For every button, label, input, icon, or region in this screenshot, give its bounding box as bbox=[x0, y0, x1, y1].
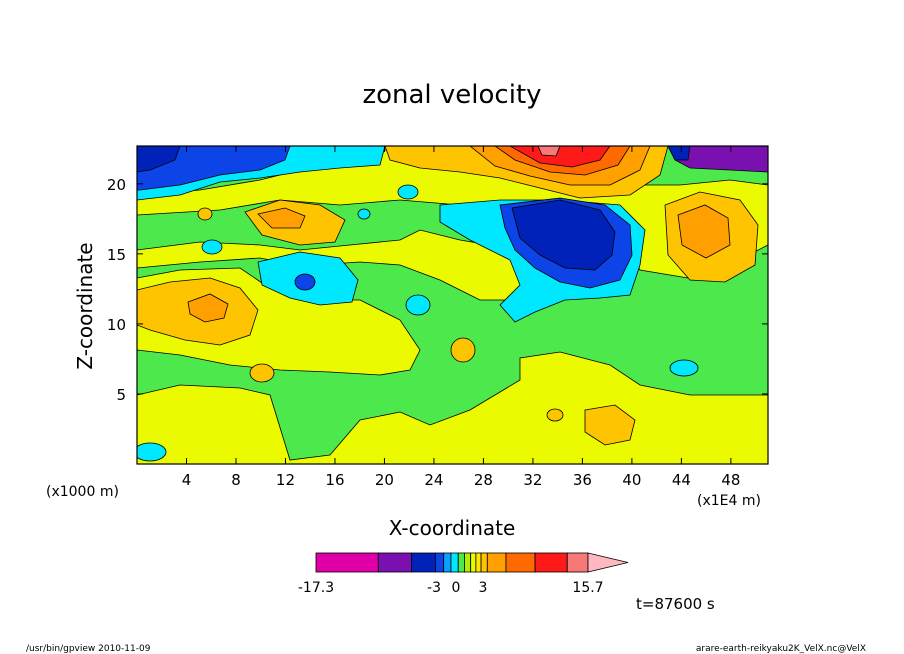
x-tick-label: 8 bbox=[231, 471, 241, 489]
colorbar-segment bbox=[377, 552, 412, 573]
contour-cyan-spot-1 bbox=[201, 239, 223, 255]
x-tick-label: 32 bbox=[523, 471, 542, 489]
y-tick-label: 20 bbox=[107, 176, 126, 194]
contour-navy-upper-left bbox=[137, 146, 181, 173]
x-axis-label: X-coordinate bbox=[389, 516, 516, 540]
colorbar-segment bbox=[505, 552, 536, 573]
contour-field bbox=[137, 146, 768, 464]
colorbar-segment bbox=[457, 552, 465, 573]
contour-cyan-spot-5 bbox=[669, 359, 699, 377]
colorbar-label: 0 bbox=[452, 580, 461, 596]
contour-orange-right-inner bbox=[677, 204, 731, 259]
colorbar-segment bbox=[534, 552, 568, 573]
y-tick-label: 5 bbox=[116, 386, 126, 404]
contour-top-red bbox=[509, 146, 611, 168]
colorbar-extend-arrow bbox=[587, 552, 629, 573]
colorbar-label: -3 bbox=[427, 580, 441, 596]
contour-top-pink bbox=[537, 146, 561, 157]
colorbar-label: -17.3 bbox=[298, 580, 334, 596]
y-tick-label: 15 bbox=[107, 246, 126, 264]
colorbar-segment bbox=[443, 552, 452, 573]
x-tick-label: 36 bbox=[573, 471, 592, 489]
colorbar-segment bbox=[470, 552, 477, 573]
colorbar-label: 15.7 bbox=[572, 580, 603, 596]
contour-cyan-spot-2 bbox=[397, 184, 419, 200]
y-axis-label: Z-coordinate bbox=[73, 242, 97, 369]
x-tick-label: 16 bbox=[325, 471, 344, 489]
y-axis: 5 10 15 20 bbox=[107, 176, 768, 404]
footer-left: /usr/bin/gpview 2010-11-09 bbox=[26, 644, 151, 654]
chart-title: zonal velocity bbox=[362, 80, 541, 110]
x-tick-label: 48 bbox=[721, 471, 740, 489]
x-tick-label: 44 bbox=[672, 471, 691, 489]
colorbar-segment bbox=[450, 552, 459, 573]
x-tick-label: 24 bbox=[424, 471, 443, 489]
contour-blue-top-right bbox=[667, 146, 691, 161]
contour-cyan-spot-3 bbox=[357, 208, 371, 220]
colorbar-segment bbox=[434, 552, 445, 573]
contour-navy-right bbox=[511, 199, 616, 271]
colorbar-segment bbox=[486, 552, 507, 573]
x-unit-right: (x1E4 m) bbox=[697, 493, 761, 509]
contour-orange-dot bbox=[197, 207, 213, 221]
colorbar-labels: -17.3 -3 0 3 15.7 bbox=[298, 580, 604, 596]
colorbar-segment bbox=[475, 552, 482, 573]
x-tick-label: 28 bbox=[474, 471, 493, 489]
contour-orange-dot-3 bbox=[450, 337, 476, 363]
contour-cyan-spot-4 bbox=[405, 294, 431, 316]
plot-frame bbox=[136, 145, 769, 465]
colorbar bbox=[315, 552, 629, 573]
time-label: t=87600 s bbox=[636, 595, 715, 613]
contour-orange-upper-left-inner bbox=[257, 207, 306, 229]
colorbar-segment bbox=[480, 552, 488, 573]
y-tick-label: 10 bbox=[107, 316, 126, 334]
contour-orange-dot-4 bbox=[546, 408, 564, 422]
contour-orange-bottom bbox=[584, 404, 636, 446]
x-tick-label: 12 bbox=[276, 471, 295, 489]
x-axis: 4 8 12 16 20 24 28 32 36 40 44 48 bbox=[182, 146, 740, 489]
colorbar-segment bbox=[566, 552, 589, 573]
colorbar-segment bbox=[315, 552, 379, 573]
x-tick-label: 40 bbox=[622, 471, 641, 489]
colorbar-segment bbox=[411, 552, 436, 573]
x-unit-left: (x1000 m) bbox=[46, 484, 119, 500]
footer-right: arare-earth-reikyaku2K_VelX.nc@VelX bbox=[696, 644, 866, 654]
contour-blue-spot bbox=[294, 273, 316, 291]
colorbar-label: 3 bbox=[479, 580, 488, 596]
contour-cyan-spot-6 bbox=[137, 442, 167, 462]
contour-orange-left-inner bbox=[187, 293, 229, 323]
x-tick-label: 20 bbox=[375, 471, 394, 489]
colorbar-segment bbox=[464, 552, 472, 573]
contour-orange-dot-2 bbox=[249, 363, 275, 383]
x-tick-label: 4 bbox=[182, 471, 192, 489]
